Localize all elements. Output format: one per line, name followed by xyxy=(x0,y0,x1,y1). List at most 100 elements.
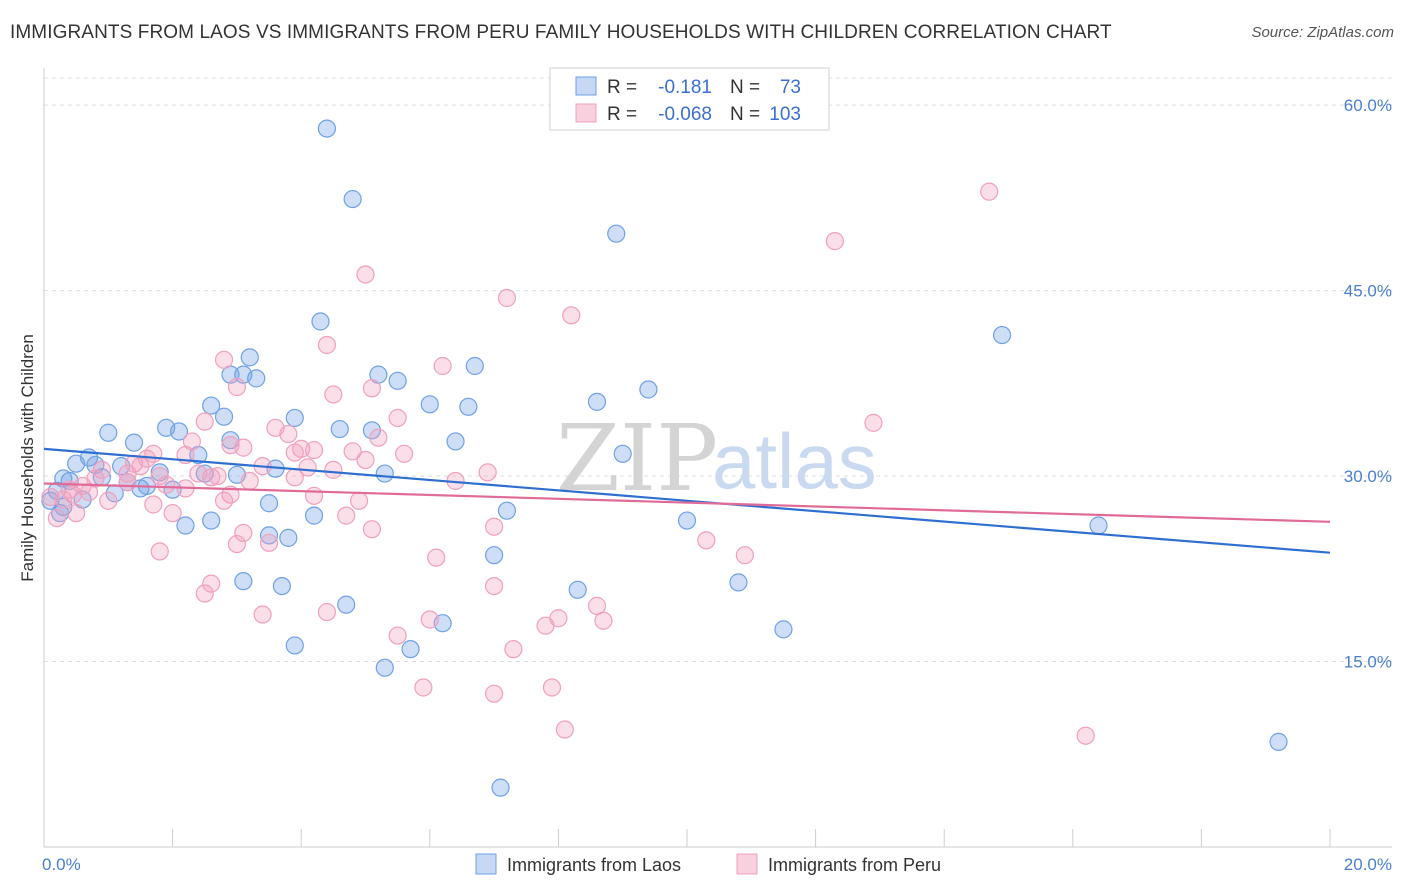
data-point xyxy=(234,572,253,591)
data-point xyxy=(356,265,375,284)
data-point xyxy=(317,335,337,355)
data-point xyxy=(388,408,407,428)
data-point xyxy=(349,491,369,510)
data-point xyxy=(227,534,246,554)
data-point xyxy=(587,392,607,411)
data-point xyxy=(446,432,465,451)
data-point xyxy=(317,602,337,622)
legend-laos-n-value: 73 xyxy=(780,77,801,98)
bottom-legend-laos: Immigrants from Laos xyxy=(507,855,681,875)
data-point xyxy=(864,413,883,432)
data-point xyxy=(613,444,632,463)
data-point xyxy=(375,658,394,677)
stats-legend: R = -0.181 N = 73 R = -0.068 N = 103 xyxy=(549,67,830,131)
bottom-legend: Immigrants from Laos Immigrants from Per… xyxy=(475,853,941,875)
watermark-zip: ZIP xyxy=(556,405,718,512)
bottom-legend-peru: Immigrants from Peru xyxy=(768,855,941,875)
data-point xyxy=(388,371,407,390)
data-point xyxy=(362,520,382,539)
data-point xyxy=(202,574,221,593)
data-point xyxy=(343,189,362,209)
data-point xyxy=(324,385,343,404)
data-point xyxy=(388,626,407,645)
data-point xyxy=(536,616,555,635)
legend-swatch-peru xyxy=(575,103,597,123)
data-point xyxy=(735,546,754,565)
x-ticks xyxy=(43,829,1331,847)
data-point xyxy=(401,640,420,659)
data-point xyxy=(542,678,562,697)
data-point xyxy=(234,438,253,457)
data-point xyxy=(202,468,221,487)
data-point xyxy=(253,605,272,624)
data-point xyxy=(485,546,504,565)
data-point xyxy=(124,433,144,452)
laos-points xyxy=(41,119,1288,797)
data-point xyxy=(67,454,86,473)
data-point xyxy=(118,473,137,492)
data-point xyxy=(1269,732,1288,751)
data-point xyxy=(414,678,433,697)
y-axis-title: Family Households with Children xyxy=(18,334,37,582)
data-point xyxy=(504,640,523,659)
data-point xyxy=(259,533,279,552)
legend-peru-n-value: 103 xyxy=(769,104,801,125)
data-point xyxy=(369,428,388,447)
data-point xyxy=(607,224,626,243)
data-point xyxy=(202,396,221,415)
data-point xyxy=(568,580,587,599)
data-point xyxy=(227,377,246,397)
data-point xyxy=(478,463,497,482)
data-point xyxy=(491,778,510,797)
legend-peru-r-value: -0.068 xyxy=(658,104,712,125)
data-point xyxy=(980,182,999,201)
x-tick-label-left: 0.0% xyxy=(42,855,81,874)
data-point xyxy=(298,458,317,477)
data-point xyxy=(163,504,182,523)
y-tick-labels: 15.0% 30.0% 45.0% 60.0% xyxy=(1344,96,1392,671)
data-point xyxy=(729,573,748,592)
data-point xyxy=(176,516,195,535)
data-point xyxy=(639,380,658,399)
data-point xyxy=(677,511,697,530)
data-point xyxy=(825,232,844,251)
data-point xyxy=(131,457,150,476)
data-point xyxy=(304,486,324,505)
data-point xyxy=(99,423,118,442)
data-point xyxy=(433,356,452,376)
data-point xyxy=(259,494,279,513)
data-point xyxy=(234,523,253,543)
data-point xyxy=(150,542,169,561)
data-point xyxy=(562,306,581,325)
data-point xyxy=(247,369,266,388)
data-point xyxy=(992,325,1012,345)
chart-title: IMMIGRANTS FROM LAOS VS IMMIGRANTS FROM … xyxy=(10,22,1112,43)
data-point xyxy=(485,517,504,536)
trend-line-peru xyxy=(43,482,1331,523)
data-point xyxy=(214,491,234,510)
data-point xyxy=(202,511,221,530)
data-point xyxy=(214,350,234,369)
y-tick-label: 60.0% xyxy=(1344,96,1392,115)
data-point xyxy=(240,471,259,491)
legend-laos-r-label: R = xyxy=(607,77,637,98)
data-point xyxy=(41,487,60,507)
bottom-legend-swatch-laos xyxy=(475,853,497,875)
data-point xyxy=(465,356,484,376)
data-point xyxy=(208,466,227,486)
data-point xyxy=(169,422,189,441)
data-point xyxy=(79,483,99,502)
data-point xyxy=(1076,726,1095,745)
data-point xyxy=(285,636,304,655)
data-point xyxy=(330,419,349,439)
data-point xyxy=(214,407,234,426)
data-point xyxy=(485,684,504,703)
data-point xyxy=(459,397,478,416)
legend-swatch-laos xyxy=(575,76,597,96)
data-point xyxy=(304,440,324,460)
data-point xyxy=(285,408,304,428)
data-point xyxy=(394,444,414,463)
data-point xyxy=(362,421,382,440)
legend-peru-r-label: R = xyxy=(607,104,637,125)
